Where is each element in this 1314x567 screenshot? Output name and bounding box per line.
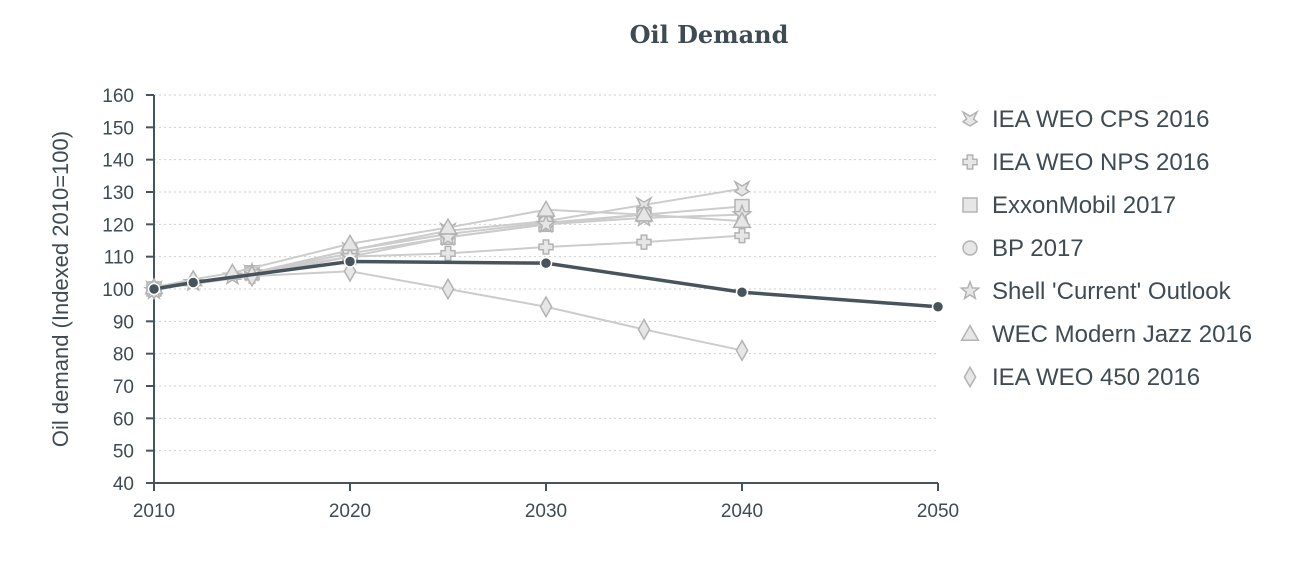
- y-tick-label: 50: [113, 442, 134, 463]
- legend-item[interactable]: Shell 'Current' Outlook: [959, 278, 1232, 305]
- series-line: [153, 259, 939, 309]
- y-tick-label: 60: [113, 409, 134, 430]
- y-tick-label: 70: [113, 377, 134, 398]
- chart-title: Oil Demand: [629, 20, 789, 49]
- data-point: [637, 318, 651, 341]
- y-tick-label: 80: [113, 345, 134, 366]
- x-tick-label: 2040: [721, 501, 763, 522]
- legend[interactable]: IEA WEO CPS 2016 IEA WEO NPS 2016 ExxonMob…: [959, 106, 1253, 391]
- data-point: [733, 179, 751, 197]
- data-point: [340, 233, 360, 251]
- data-point: [735, 285, 749, 299]
- legend-marker: [962, 197, 978, 213]
- data-point: [186, 276, 200, 289]
- legend-marker: [960, 324, 980, 342]
- y-tick-label: 150: [102, 118, 134, 139]
- data-point: [438, 217, 458, 235]
- legend-label: ExxonMobil 2017: [992, 192, 1176, 219]
- legend-label: BP 2017: [992, 235, 1084, 262]
- data-point: [441, 277, 455, 301]
- x-tick-label: 2050: [917, 501, 959, 522]
- legend-item[interactable]: IEA WEO 450 2016: [963, 364, 1200, 391]
- legend-item[interactable]: IEA WEO CPS 2016: [961, 106, 1209, 133]
- data-point: [539, 256, 553, 270]
- x-tick-label: 2010: [133, 501, 175, 522]
- data-point: [440, 245, 456, 262]
- legend-item[interactable]: ExxonMobil 2017: [962, 192, 1176, 219]
- highlight-series: [147, 255, 945, 314]
- y-tick-label: 120: [102, 215, 134, 236]
- data-point: [735, 339, 749, 362]
- data-point: [539, 295, 553, 319]
- y-axis-title: Oil demand (Indexed 2010=100): [48, 131, 73, 447]
- legend-label: IEA WEO 450 2016: [992, 364, 1200, 391]
- legend-item[interactable]: BP 2017: [962, 235, 1084, 262]
- legend-item[interactable]: WEC Modern Jazz 2016: [960, 321, 1253, 348]
- y-tick-label: 160: [102, 86, 134, 107]
- y-tick-label: 100: [102, 280, 134, 301]
- data-point: [535, 213, 557, 234]
- legend-marker: [962, 154, 978, 170]
- y-tick-label: 140: [102, 151, 134, 172]
- series-line: [153, 208, 743, 289]
- gridlines: [154, 94, 938, 452]
- legend-label: IEA WEO CPS 2016: [992, 106, 1209, 133]
- series-layer: [143, 179, 945, 362]
- legend-marker: [961, 110, 979, 127]
- legend-label: IEA WEO NPS 2016: [992, 149, 1209, 176]
- data-point: [634, 204, 654, 222]
- data-point: [536, 199, 556, 217]
- data-point: [147, 282, 161, 296]
- y-tick-label: 110: [104, 248, 134, 269]
- data-point: [931, 300, 945, 314]
- axes: 40 50 60 70 80 90 100 110 120 130 140 150 160 2010 202…: [48, 86, 959, 522]
- legend-label: Shell 'Current' Outlook: [992, 278, 1232, 305]
- scenario-series: [146, 206, 652, 297]
- legend-marker: [962, 240, 978, 256]
- legend-marker: [963, 365, 977, 389]
- data-point: [538, 239, 554, 255]
- legend-marker: [959, 279, 981, 301]
- legend-label: WEC Modern Jazz 2016: [992, 321, 1252, 348]
- x-tick-label: 2030: [525, 501, 567, 522]
- y-tick-label: 90: [113, 312, 134, 333]
- y-tick-label: 130: [102, 183, 134, 204]
- data-point: [343, 255, 357, 268]
- data-point: [732, 211, 752, 229]
- x-tick-label: 2020: [329, 501, 371, 522]
- data-point: [636, 234, 652, 250]
- y-tick-label: 40: [113, 474, 134, 495]
- data-point: [734, 227, 750, 244]
- legend-item[interactable]: IEA WEO NPS 2016: [962, 149, 1209, 176]
